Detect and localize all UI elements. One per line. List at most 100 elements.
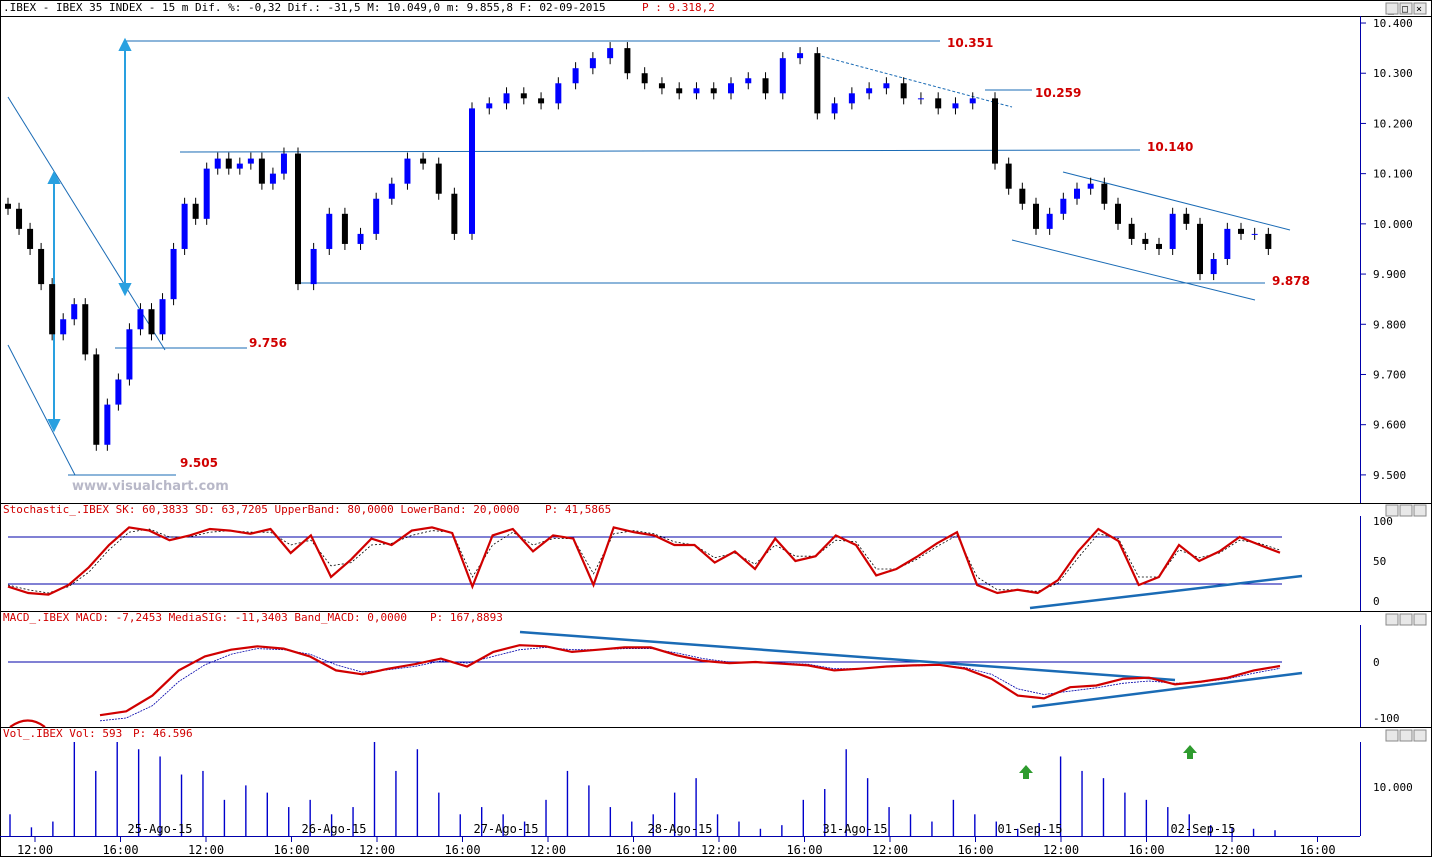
main-header: .IBEX - IBEX 35 INDEX - 15 m Dif. %: -0,… — [3, 1, 606, 14]
candle — [1087, 183, 1094, 189]
window-buttons-main[interactable]: _ □ × — [1385, 2, 1427, 15]
candle — [192, 203, 199, 219]
stoch-bands — [8, 536, 1282, 585]
maximize-button[interactable] — [1399, 504, 1413, 517]
x-tick-label: 16:00 — [444, 843, 480, 857]
minimize-button[interactable] — [1385, 2, 1399, 15]
candle — [310, 248, 317, 285]
volume-bars — [9, 742, 1276, 836]
level-label: 10.351 — [947, 36, 993, 50]
date-label: 01-Sep-15 — [997, 822, 1062, 836]
level-label: 10.259 — [1035, 86, 1081, 100]
window-buttons-vol[interactable] — [1385, 729, 1427, 742]
candle — [170, 248, 177, 300]
candle — [357, 233, 364, 244]
candle — [60, 319, 67, 335]
minimize-button[interactable] — [1385, 729, 1399, 742]
date-label: 02-Sep-15 — [1170, 822, 1235, 836]
level-label: 9.505 — [180, 456, 218, 470]
candle — [935, 98, 942, 109]
candle — [1005, 163, 1012, 189]
candle — [420, 158, 427, 164]
macd-trendlines — [519, 630, 1303, 709]
candle — [745, 78, 752, 84]
candle — [1128, 223, 1135, 239]
candle — [27, 228, 34, 249]
date-label: 31-Ago-15 — [822, 822, 887, 836]
candle — [1156, 243, 1162, 249]
candle — [247, 158, 254, 164]
candle — [917, 98, 924, 100]
y-tick-label: 10.000 — [1373, 781, 1413, 794]
date-label: 25-Ago-15 — [127, 822, 192, 836]
macd-line — [99, 644, 1281, 717]
x-tick-label: 12:00 — [701, 843, 737, 857]
candle — [258, 158, 265, 184]
stoch-sd-line — [7, 528, 1281, 594]
candle — [1101, 183, 1108, 204]
candle — [883, 83, 890, 89]
x-tick-label: 16:00 — [273, 843, 309, 857]
y-tick-label: 9.700 — [1373, 368, 1406, 381]
candle — [710, 88, 717, 94]
candle — [38, 248, 45, 285]
candle — [373, 198, 380, 234]
candle — [1251, 233, 1258, 235]
y-tick-label: 50 — [1373, 555, 1386, 568]
candle — [269, 173, 276, 184]
maximize-icon: □ — [1402, 4, 1408, 15]
window-buttons-stoch[interactable] — [1385, 504, 1427, 517]
y-tick-label: 10.300 — [1373, 67, 1413, 80]
candle — [159, 299, 166, 335]
candle — [1169, 213, 1176, 249]
candle — [1033, 203, 1039, 229]
y-tick-label: 10.000 — [1373, 218, 1413, 231]
stoch-sk-line — [7, 526, 1281, 596]
candle — [658, 83, 665, 89]
level-label: 10.140 — [1147, 140, 1193, 154]
close-button[interactable] — [1413, 729, 1427, 742]
candle — [762, 78, 769, 94]
candle — [181, 203, 188, 249]
candle — [137, 309, 144, 330]
y-tick-label: 9.500 — [1373, 469, 1406, 482]
candle — [831, 103, 838, 114]
main-header-p: P : 9.318,2 — [642, 1, 715, 14]
up-arrow-icon — [1183, 745, 1197, 759]
close-button[interactable] — [1413, 504, 1427, 517]
candle — [728, 83, 734, 94]
y-tick-label: 100 — [1373, 515, 1393, 528]
minimize-icon: _ — [1388, 4, 1395, 15]
candle — [326, 213, 333, 249]
maximize-button[interactable] — [1399, 613, 1413, 626]
candle — [104, 404, 111, 445]
candle — [115, 379, 122, 405]
maximize-button[interactable] — [1399, 2, 1413, 15]
close-icon: × — [1416, 4, 1422, 15]
window-buttons-macd[interactable] — [1385, 613, 1427, 626]
macd-header: MACD_.IBEX MACD: -7,2453 MediaSIG: -11,3… — [3, 611, 407, 624]
drawn-lines — [7, 40, 1291, 476]
candle — [1019, 188, 1026, 204]
candle — [1197, 223, 1203, 275]
minimize-button[interactable] — [1385, 613, 1399, 626]
minimize-button[interactable] — [1385, 504, 1399, 517]
close-button[interactable] — [1413, 613, 1427, 626]
close-button[interactable] — [1413, 2, 1427, 15]
candle — [341, 213, 348, 244]
y-tick-label: 0 — [1373, 595, 1380, 608]
y-tick-label: 10.100 — [1373, 168, 1413, 181]
x-tick-label: 16:00 — [102, 843, 138, 857]
maximize-button[interactable] — [1399, 729, 1413, 742]
candle — [1265, 233, 1272, 249]
candle — [1060, 198, 1067, 214]
vol-header: Vol_.IBEX Vol: 593 — [3, 727, 122, 740]
x-tick-label: 12:00 — [359, 843, 395, 857]
candle — [236, 163, 243, 169]
x-tick-label: 16:00 — [786, 843, 822, 857]
candle — [469, 108, 475, 234]
candle — [520, 93, 527, 99]
level-label: 9.756 — [249, 336, 287, 350]
